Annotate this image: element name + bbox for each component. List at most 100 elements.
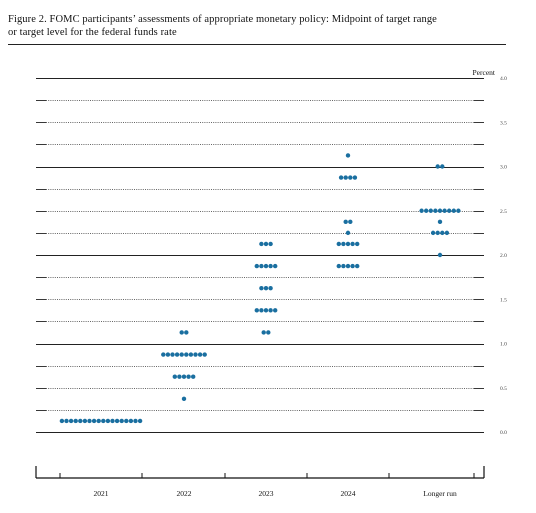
participant-dot: [352, 175, 358, 180]
participant-dot: [263, 308, 269, 313]
participant-dot: [435, 230, 440, 236]
participant-dot: [263, 241, 269, 247]
participant-dot: [254, 308, 259, 313]
y-tick-label: 1.0: [500, 342, 507, 348]
participant-dot: [82, 418, 88, 424]
caption-rule: [8, 44, 506, 45]
participant-dot: [191, 374, 196, 379]
participant-dot: [268, 263, 273, 269]
participant-dot: [268, 285, 273, 291]
participant-dot: [188, 352, 194, 357]
participant-dot: [259, 241, 264, 247]
x-tick-label: 2022: [177, 489, 192, 498]
participant-dot: [184, 330, 189, 335]
participant-dot: [341, 241, 346, 247]
participant-dot: [197, 352, 203, 357]
participant-dot: [181, 374, 187, 379]
participant-dot: [437, 208, 443, 213]
participant-dot: [259, 285, 264, 291]
participant-dot: [447, 208, 452, 213]
y-tick-label: 3.5: [500, 120, 507, 126]
participant-dot: [110, 418, 115, 424]
y-tick-label: 2.0: [500, 253, 507, 259]
x-tick-label: 2024: [341, 489, 356, 498]
participant-dot: [350, 241, 355, 247]
participant-dot: [345, 230, 351, 236]
participant-dot: [268, 241, 273, 247]
participant-dot: [273, 308, 278, 313]
participant-dot: [336, 241, 341, 247]
grid-layer: [36, 77, 484, 434]
participant-dot: [451, 208, 456, 213]
caption-line-2: or target level for the federal funds ra…: [8, 26, 177, 38]
participant-dot: [174, 352, 180, 357]
participant-dot: [96, 418, 101, 424]
participant-dot: [338, 175, 344, 180]
participant-dot: [261, 330, 266, 335]
participant-dot: [87, 418, 92, 424]
figure-caption: Figure 2. FOMC participants’ assessments…: [8, 14, 508, 39]
participant-dot: [170, 352, 175, 357]
participant-dot: [59, 418, 65, 424]
participant-dot: [343, 175, 348, 180]
participant-dot: [105, 418, 111, 424]
participant-dot: [424, 208, 429, 213]
participant-dot: [165, 352, 171, 357]
participant-dot: [350, 263, 355, 269]
participant-dot: [348, 175, 353, 180]
caption-line-1: Figure 2. FOMC participants’ assessments…: [8, 14, 437, 25]
participant-dot: [348, 219, 353, 225]
participant-dot: [456, 208, 461, 213]
participant-dot: [119, 418, 124, 424]
participant-dot: [114, 418, 120, 424]
participant-dot: [91, 418, 97, 424]
participant-dot: [336, 263, 341, 269]
participant-dot: [355, 263, 360, 269]
participant-dot: [437, 219, 443, 225]
participant-dot: [263, 285, 269, 291]
y-tick-label: 0.5: [500, 386, 507, 392]
participant-dot: [68, 418, 74, 424]
participant-dot: [259, 263, 264, 269]
participant-dot: [444, 230, 450, 236]
participant-dot: [435, 164, 440, 169]
participant-dot: [179, 352, 184, 357]
participant-dot: [266, 330, 271, 335]
dots-layer: [59, 153, 461, 424]
participant-dot: [184, 352, 189, 357]
participant-dot: [161, 352, 166, 357]
participant-dot: [259, 308, 264, 313]
participant-dot: [345, 263, 351, 269]
y-tick-label: 2.5: [500, 209, 507, 215]
x-tick-label: 2021: [94, 489, 109, 498]
participant-dot: [268, 308, 273, 313]
participant-dot: [440, 230, 445, 236]
participant-dot: [428, 208, 433, 213]
y-tick-labels: 0.0 0.5 1.0 1.5 2.0 2.5 3.0 3.5 4.0: [500, 76, 507, 436]
participant-dot: [355, 241, 360, 247]
participant-dot: [433, 208, 438, 213]
x-axis: 2021 2022 2023 2024 Longer run: [35, 466, 485, 498]
participant-dot: [345, 241, 351, 247]
y-axis-title: Percent: [473, 68, 496, 77]
participant-dot: [133, 418, 138, 424]
participant-dot: [437, 252, 443, 258]
participant-dot: [343, 219, 348, 225]
participant-dot: [137, 418, 143, 424]
participant-dot: [341, 263, 346, 269]
participant-dot: [440, 164, 445, 169]
participant-dot: [179, 330, 184, 335]
participant-dot: [177, 374, 182, 379]
participant-dot: [442, 208, 447, 213]
participant-dot: [64, 418, 69, 424]
x-tick-label: 2023: [259, 489, 274, 498]
participant-dot: [186, 374, 191, 379]
participant-dot: [128, 418, 134, 424]
y-tick-label: 1.5: [500, 297, 507, 303]
participant-dot: [73, 418, 78, 424]
participant-dot: [419, 208, 424, 213]
participant-dot: [202, 352, 207, 357]
participant-dot: [273, 263, 278, 269]
participant-dot: [193, 352, 198, 357]
